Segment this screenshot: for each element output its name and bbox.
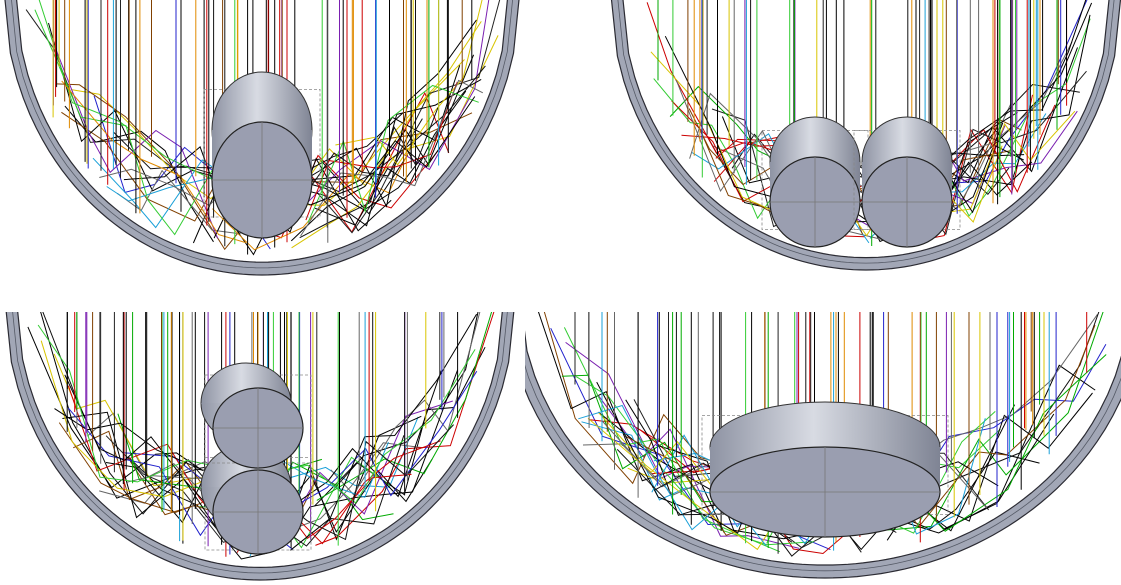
fibre-path [314,90,467,226]
fibre-path [316,312,493,501]
fibre-path [64,374,225,540]
panel [610,0,1121,271]
bowl-shell [5,312,515,581]
fibre-path [290,313,478,551]
bowl-inner-edge [11,0,513,269]
panel [4,0,520,276]
fibre-path [27,326,204,489]
panel [5,312,515,581]
fibre-path [907,354,1107,532]
bowl-inner-edge [617,0,1115,264]
bowl-shell [610,0,1121,271]
fibre-path [61,80,246,244]
fibre-path [287,349,476,504]
bowl-inner-edge [12,312,508,574]
fibre-path [42,312,238,518]
fibre-path [299,107,439,239]
fibre-path [310,65,486,192]
fibre-path [941,0,1087,165]
fibre-path [305,81,458,221]
bowl-inner-edge [525,364,1121,572]
fibre-path [653,78,785,220]
fibre-path [262,459,433,534]
panel [525,312,1121,579]
bowl-shell [525,330,1121,579]
fibre-path [34,9,214,236]
fibre-path [302,0,490,208]
fibre-path [37,324,226,483]
fibre-path [289,370,478,510]
fibre-path [335,0,483,166]
fibre-path [56,83,270,251]
fibre-path [54,46,219,239]
fibre-path [307,19,477,208]
bowl-shell [4,0,520,276]
fibre-path [537,312,725,533]
fibre-path [314,346,486,507]
fibre-path [315,312,495,546]
fibre-path [330,312,481,496]
